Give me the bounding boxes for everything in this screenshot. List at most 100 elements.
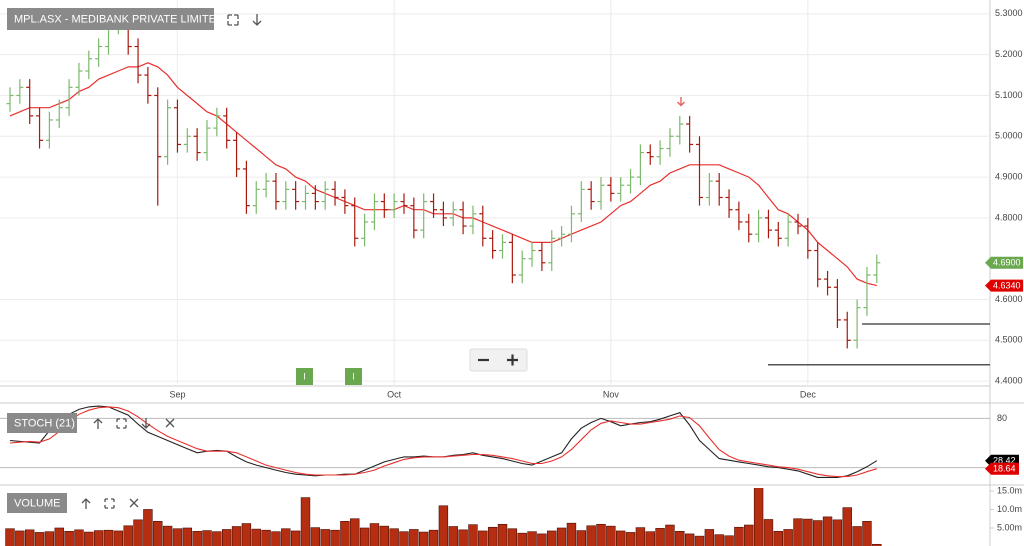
volume-bar <box>113 530 124 546</box>
volume-bar <box>350 518 360 546</box>
y-tick-label: 5.3000 <box>995 8 1023 18</box>
volume-bar <box>832 519 843 546</box>
value-tag-label: 28.42 <box>993 456 1016 466</box>
volume-bar <box>852 526 862 546</box>
fullscreen-icon[interactable] <box>104 498 115 509</box>
fullscreen-icon[interactable] <box>227 14 239 26</box>
volume-bar <box>478 530 488 546</box>
volume-bar <box>290 530 301 546</box>
title-box[interactable] <box>7 8 214 30</box>
volume-box[interactable] <box>7 493 67 513</box>
volume-bar <box>162 525 173 546</box>
stoch-line <box>9 406 877 478</box>
volume-bar <box>153 521 163 546</box>
y-tick-label: 4.5000 <box>995 335 1023 345</box>
volume-bar <box>15 530 25 546</box>
volume-bar <box>133 519 143 546</box>
value-tag <box>985 279 1023 292</box>
y-tick-label: 5.0000 <box>995 131 1023 141</box>
volume-bar <box>507 528 518 546</box>
move-up-icon[interactable] <box>81 498 91 509</box>
volume-bar <box>340 521 350 546</box>
volume-bar <box>172 528 183 546</box>
volume-bar <box>517 532 527 546</box>
volume-bars <box>5 488 882 546</box>
volume-bar <box>251 528 261 546</box>
volume-bar <box>615 530 626 546</box>
event-label: I <box>352 371 355 381</box>
y-tick-label: 5.00m <box>997 522 1022 532</box>
volume-bar <box>566 522 577 546</box>
volume-bar <box>74 529 84 546</box>
signal-arrow <box>677 97 685 107</box>
zoom-control <box>469 348 528 372</box>
volume-bar <box>212 531 222 546</box>
volume-bar <box>261 529 271 546</box>
volume-bar <box>231 526 242 546</box>
close-icon[interactable] <box>165 418 175 428</box>
volume-bar <box>763 519 774 546</box>
volume-bar <box>93 530 104 546</box>
volume-bar <box>369 523 380 546</box>
volume-bar <box>182 527 192 546</box>
volume-bar <box>822 516 833 546</box>
volume-bar <box>310 527 321 546</box>
volume-bar <box>44 531 55 546</box>
volume-bar <box>34 532 45 546</box>
volume-title: VOLUME <box>14 497 60 509</box>
volume-bar <box>281 528 291 546</box>
volume-bar <box>537 533 547 546</box>
y-tick-label: 4.8000 <box>995 212 1023 222</box>
move-up-icon[interactable] <box>93 418 103 429</box>
volume-bar <box>271 531 281 546</box>
y-tick-label: 4.4000 <box>995 375 1023 385</box>
volume-bar <box>547 530 557 546</box>
volume-bar <box>389 528 399 546</box>
close-icon[interactable] <box>129 498 139 508</box>
volume-bar <box>606 525 616 546</box>
volume-bar <box>448 526 458 546</box>
volume-bar <box>842 507 852 546</box>
volume-bar <box>684 533 695 546</box>
volume-bar <box>399 531 409 546</box>
volume-bar <box>812 520 823 546</box>
volume-bar <box>773 531 784 546</box>
x-tick-label: Sep <box>169 389 185 399</box>
zoom-in[interactable] <box>507 354 518 366</box>
x-tick-label: Oct <box>387 389 402 399</box>
download-icon[interactable] <box>252 14 262 26</box>
volume-bar <box>704 529 715 546</box>
volume-bar <box>783 529 793 546</box>
volume-bar <box>330 529 340 546</box>
volume-bar <box>645 531 655 546</box>
y-tick-label: 5.1000 <box>995 90 1023 100</box>
value-tag <box>985 256 1023 269</box>
volume-bar <box>497 523 508 546</box>
volume-bar <box>418 531 429 546</box>
volume-bar <box>487 526 498 546</box>
volume-bar <box>54 527 64 546</box>
volume-bar <box>241 523 252 546</box>
x-tick-label: Dec <box>800 389 817 399</box>
volume-bar <box>862 521 872 546</box>
value-tag-label: 18.64 <box>993 464 1016 474</box>
volume-bar <box>64 531 74 546</box>
volume-bar <box>753 488 764 546</box>
y-tick-label: 4.6000 <box>995 294 1023 304</box>
volume-bar <box>675 531 685 546</box>
volume-bar <box>409 529 419 546</box>
volume-bar <box>468 524 478 546</box>
fullscreen-icon[interactable] <box>116 418 127 429</box>
volume-bar <box>556 527 567 546</box>
stoch-box[interactable] <box>7 413 77 433</box>
y-tick-label: 5.2000 <box>995 49 1023 59</box>
volume-bar <box>734 526 744 546</box>
move-down-icon[interactable] <box>141 418 151 429</box>
volume-bar <box>359 527 370 546</box>
value-tag-label: 4.6340 <box>993 280 1021 290</box>
stoch-line <box>9 405 878 478</box>
volume-bar <box>872 543 882 546</box>
stoch-title: STOCH (21) <box>14 417 75 429</box>
